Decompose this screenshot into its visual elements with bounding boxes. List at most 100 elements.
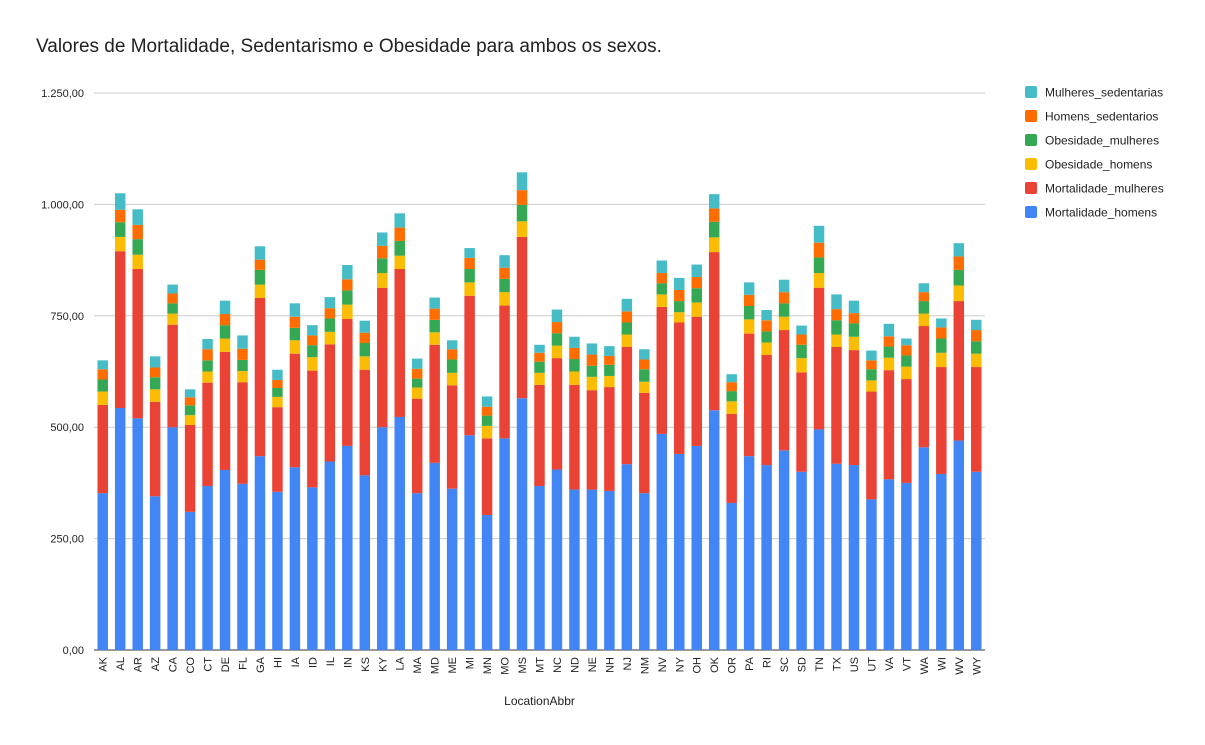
bars	[97, 172, 982, 650]
bar-segment-obesidade-mulheres-sc	[778, 303, 790, 317]
x-tick-label: PA	[744, 656, 756, 671]
bar-segment-mortalidade-mulheres-vt	[901, 379, 912, 483]
x-tick-label: NJ	[622, 657, 634, 670]
bar-segment-homens-sedentarios-mo	[499, 267, 510, 279]
bar-segment-obesidade-mulheres-ak	[97, 379, 108, 392]
bar-segment-mortalidade-mulheres-il	[324, 344, 336, 462]
bar-segment-obesidade-homens-ri	[761, 342, 772, 356]
bar-segment-mulheres-sedentarias-in	[342, 265, 353, 280]
x-tick-label: US	[849, 657, 861, 672]
bar-segment-obesidade-mulheres-wi	[936, 338, 947, 353]
bar-segment-mortalidade-mulheres-wy	[971, 367, 982, 472]
bar-segment-obesidade-homens-ar	[132, 254, 143, 270]
bar-segment-obesidade-mulheres-ky	[377, 258, 388, 274]
bar-segment-obesidade-homens-ky	[377, 273, 388, 288]
bar-segment-obesidade-homens-nh	[604, 375, 615, 388]
bar-segment-mulheres-sedentarias-ak	[97, 360, 108, 370]
x-tick-label: MT	[535, 657, 547, 673]
bar-segment-mulheres-sedentarias-nc	[551, 309, 563, 323]
bar-segment-mortalidade-mulheres-mo	[499, 305, 510, 439]
bar-segment-mortalidade-homens-il	[324, 461, 336, 650]
bar-segment-homens-sedentarios-nm	[639, 359, 650, 370]
bar-segment-mortalidade-mulheres-ca	[167, 324, 178, 428]
x-tick-label: DE	[220, 657, 232, 672]
bar-segment-homens-sedentarios-ar	[132, 224, 143, 240]
bar-segment-mortalidade-homens-ar	[132, 418, 143, 650]
bar-segment-mulheres-sedentarias-mi	[464, 248, 475, 258]
bar-segment-homens-sedentarios-wy	[971, 330, 982, 342]
legend: Mulheres_sedentarias Homens_sedentarios Ob…	[1025, 86, 1164, 220]
bar-segment-homens-sedentarios-ks	[359, 332, 371, 343]
bar-segment-obesidade-mulheres-ut	[866, 369, 877, 381]
bar-segment-obesidade-homens-al	[114, 236, 126, 252]
x-tick-label: MS	[517, 657, 529, 674]
bar-segment-mortalidade-homens-wy	[971, 471, 982, 650]
x-tick-label: ID	[307, 657, 319, 668]
bar-segment-obesidade-homens-ut	[866, 380, 877, 392]
bar-segment-mortalidade-homens-mt	[534, 486, 545, 650]
bar-segment-mortalidade-mulheres-de	[219, 351, 231, 470]
bar-segment-mortalidade-mulheres-ok	[708, 252, 720, 411]
bar-segment-mulheres-sedentarias-vt	[901, 338, 912, 346]
bar-segment-mulheres-sedentarias-wa	[918, 283, 930, 293]
bar-segment-mortalidade-mulheres-ak	[97, 404, 108, 494]
bar-segment-obesidade-mulheres-us	[848, 323, 860, 337]
bar-segment-obesidade-homens-sd	[796, 358, 807, 373]
bar-segment-obesidade-mulheres-va	[883, 346, 895, 358]
x-axis-ticks: AK AL AR AZ CA CO CT DE FL GA HI IA ID IL IN KS KY LA MA MD…	[98, 656, 984, 674]
bar-segment-mortalidade-mulheres-ne	[586, 390, 598, 490]
bar-segment-mulheres-sedentarias-pa	[743, 282, 755, 295]
bar-segment-homens-sedentarios-tx	[831, 309, 842, 321]
bar-segment-obesidade-homens-wi	[936, 352, 947, 368]
bar-segment-obesidade-homens-mi	[464, 282, 475, 296]
bar-segment-mortalidade-homens-fl	[237, 483, 248, 650]
bar-segment-homens-sedentarios-mt	[534, 352, 545, 362]
bar-segment-homens-sedentarios-ma	[411, 368, 423, 379]
bar-segment-obesidade-homens-wv	[953, 285, 965, 302]
legend-label: Obesidade_homens	[1045, 158, 1152, 172]
bar-segment-mortalidade-mulheres-me	[446, 385, 458, 489]
bar-segment-mortalidade-homens-nm	[639, 493, 650, 650]
bar-segment-homens-sedentarios-nd	[569, 347, 580, 360]
legend-swatch	[1025, 158, 1037, 170]
bar-segment-obesidade-mulheres-wy	[971, 341, 982, 354]
y-tick-label: 1.250,00	[41, 88, 84, 100]
bar-segment-mortalidade-homens-nc	[551, 469, 563, 650]
bar-segment-mortalidade-mulheres-ar	[132, 269, 143, 419]
x-tick-label: HI	[272, 657, 284, 668]
bar-segment-mortalidade-mulheres-oh	[691, 316, 702, 446]
bar-segment-homens-sedentarios-mi	[464, 257, 475, 270]
bar-segment-mortalidade-homens-wi	[936, 473, 947, 650]
bar-segment-homens-sedentarios-tn	[813, 242, 825, 258]
legend-swatch	[1025, 110, 1037, 122]
bar-segment-mortalidade-homens-ky	[377, 427, 388, 650]
bar-segment-obesidade-homens-id	[307, 357, 318, 371]
bar-segment-obesidade-mulheres-nv	[656, 283, 668, 295]
bar-segment-homens-sedentarios-mn	[481, 406, 493, 416]
bar-segment-obesidade-mulheres-vt	[901, 355, 912, 367]
x-tick-label: WV	[954, 656, 966, 674]
bar-segment-obesidade-mulheres-tn	[813, 257, 825, 274]
bar-segment-obesidade-homens-ca	[167, 313, 178, 325]
bar-segment-mortalidade-mulheres-sd	[796, 372, 807, 472]
bar-segment-obesidade-mulheres-id	[307, 345, 318, 358]
bar-segment-mortalidade-homens-la	[394, 416, 405, 650]
bar-segment-obesidade-mulheres-co	[184, 405, 196, 416]
bar-segment-obesidade-mulheres-ia	[289, 327, 301, 341]
x-tick-label: WA	[919, 656, 931, 674]
bar-segment-mulheres-sedentarias-mo	[499, 255, 510, 268]
x-tick-label: NC	[552, 657, 564, 673]
x-tick-label: SC	[779, 657, 791, 672]
bar-segment-mortalidade-homens-me	[446, 488, 458, 650]
bar-segment-mulheres-sedentarias-me	[446, 340, 458, 350]
x-tick-label: AL	[115, 657, 127, 670]
bar-segment-mulheres-sedentarias-ok	[708, 194, 720, 209]
bar-segment-obesidade-homens-ny	[674, 312, 685, 323]
bar-segment-obesidade-mulheres-de	[219, 325, 231, 339]
bar-segment-obesidade-mulheres-wv	[953, 269, 965, 286]
x-tick-label: KS	[360, 657, 372, 672]
bar-segment-mortalidade-homens-sd	[796, 471, 807, 650]
bar-segment-homens-sedentarios-de	[219, 314, 231, 326]
bar-segment-mortalidade-mulheres-mi	[464, 295, 475, 436]
x-tick-label: NM	[639, 657, 651, 674]
